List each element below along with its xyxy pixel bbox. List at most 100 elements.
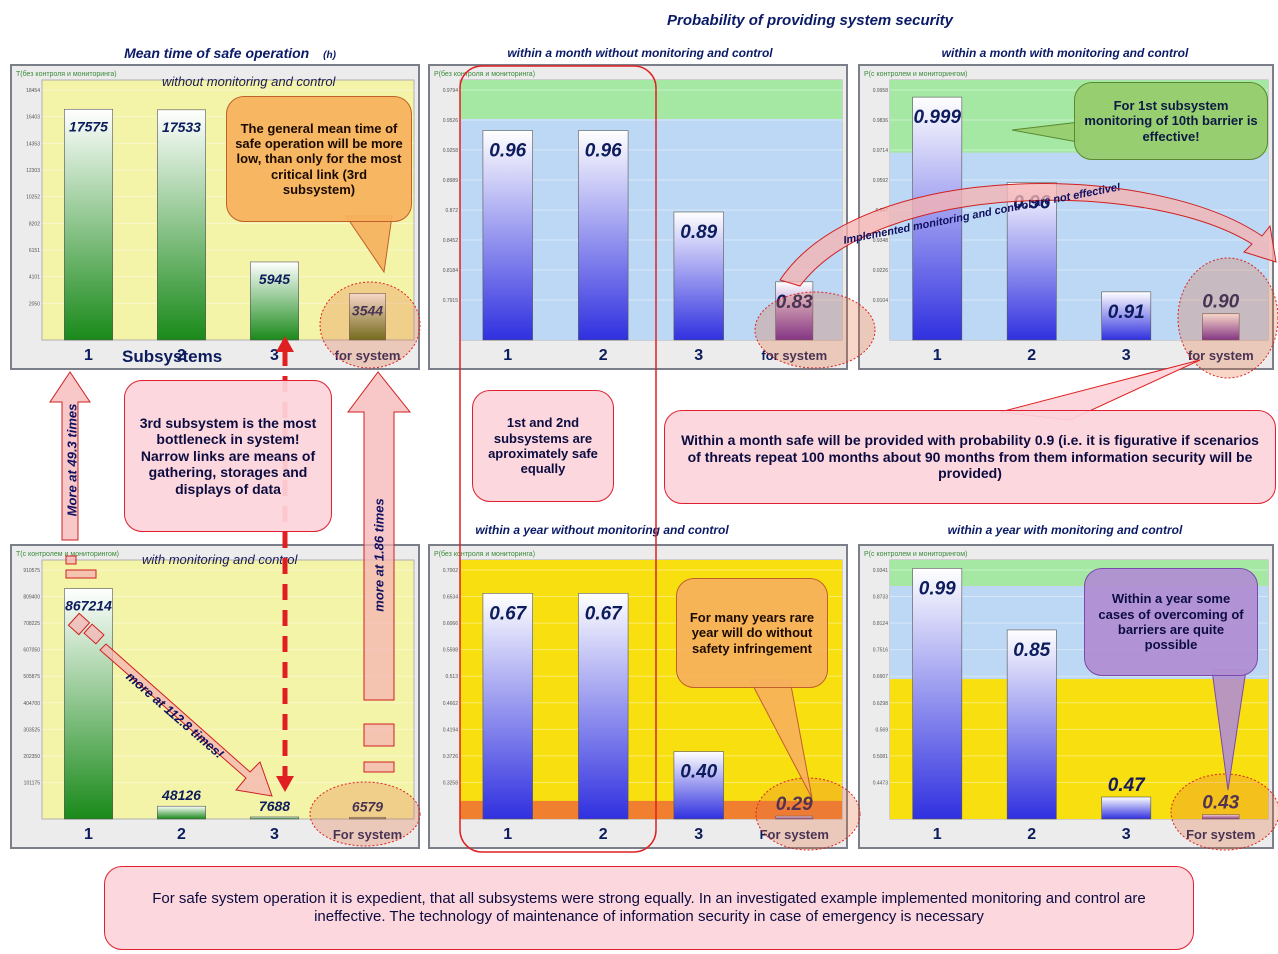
bar [482, 130, 533, 341]
data-label: 0.96 [489, 141, 526, 162]
bubble-general-mean: The general mean time of safe operation … [226, 96, 412, 222]
y-tick-label: 0.9526 [443, 118, 459, 124]
y-tick-label: 0.4662 [443, 701, 459, 707]
bar [349, 816, 386, 820]
category-label: for system [1188, 348, 1254, 363]
category-label: 3 [1122, 826, 1131, 843]
bar [912, 568, 963, 820]
y-tick-label: 0.5598 [443, 648, 459, 654]
data-label: 6579 [352, 798, 383, 814]
data-label: 0.999 [913, 107, 961, 128]
category-label: For system [760, 827, 829, 842]
category-label: 2 [1027, 347, 1036, 364]
subtitle-month-without: within a month without monitoring and co… [507, 46, 773, 60]
arrow-text-more-186: more at 1.86 times [371, 498, 387, 612]
chart-title: P(без контроля и мониторинга) [434, 70, 535, 78]
chart-svg: P(без контроля и мониторинга) 0.9794 0.952… [430, 66, 846, 368]
y-tick-label: 0.8452 [443, 238, 459, 244]
chart-caption: without monitoring and control [162, 74, 337, 89]
bubble-rare-year: For many years rare year will do without… [676, 578, 828, 688]
y-tick-label: 404700 [23, 701, 40, 707]
y-tick-label: 0.3258 [443, 780, 459, 786]
y-tick-label: 0.569 [875, 727, 888, 733]
data-label: 0.67 [585, 603, 623, 624]
y-tick-label: 8202 [29, 221, 40, 227]
chart-title: T(без контроля и мониторинга) [16, 70, 117, 78]
bar [157, 805, 206, 820]
mean-time-title: Mean time of safe operation (h) [60, 45, 400, 61]
y-tick-label: 6151 [29, 248, 40, 254]
y-tick-label: 809400 [23, 595, 40, 601]
category-label: 2 [1027, 826, 1036, 843]
y-tick-label: 0.9714 [873, 148, 889, 154]
bar [1101, 291, 1152, 341]
category-label: 3 [694, 826, 703, 843]
bubble-year-cases: Within a year some cases of overcoming o… [1084, 568, 1258, 676]
y-tick-label: 0.513 [445, 674, 458, 680]
category-label: For system [1186, 827, 1255, 842]
y-tick-label: 2050 [29, 301, 40, 307]
category-label: 1 [933, 347, 942, 364]
category-label: for system [335, 348, 401, 363]
y-tick-label: 0.9794 [443, 88, 459, 94]
y-tick-label: 0.947 [875, 208, 888, 214]
y-tick-label: 0.8124 [873, 621, 889, 627]
y-tick-label: 0.6534 [443, 595, 459, 601]
bar [775, 815, 814, 820]
data-label: 0.85 [1013, 640, 1050, 661]
data-label: 0.90 [1202, 292, 1239, 313]
chart-mean-time-with: T(с контролем и мониторингом) 910575 80940… [10, 544, 420, 849]
bar [1202, 814, 1240, 820]
y-tick-label: 708225 [23, 621, 40, 627]
category-label: 3 [694, 347, 703, 364]
bubble-conclusion: For safe system operation it is expedien… [104, 866, 1194, 950]
y-tick-label: 16403 [26, 115, 40, 121]
y-tick-label: 0.3726 [443, 754, 459, 760]
y-tick-label: 505875 [23, 674, 40, 680]
data-label: 867214 [65, 598, 112, 614]
y-tick-label: 910575 [23, 568, 40, 574]
bar [1101, 796, 1152, 820]
subtitle-month-with: within a month with monitoring and contr… [941, 46, 1189, 60]
category-label: 2 [177, 826, 186, 843]
bar [157, 109, 206, 341]
y-tick-label: 0.9341 [873, 568, 889, 574]
data-label: 17533 [162, 119, 201, 135]
category-label: for system [761, 348, 827, 363]
y-tick-label: 0.8989 [443, 178, 459, 184]
mean-time-unit: (h) [323, 50, 336, 61]
bar [64, 588, 113, 820]
data-label: 17575 [69, 118, 108, 134]
data-label: 0.99 [919, 578, 956, 599]
y-tick-label: 0.9836 [873, 118, 889, 124]
data-label: 0.89 [680, 222, 717, 243]
subsystems-label: Subsystems [122, 347, 222, 366]
bar [250, 816, 299, 820]
bar [250, 261, 299, 341]
chart-title: P(с контролем и мониторингом) [864, 71, 967, 78]
category-label: 3 [270, 347, 279, 364]
chart-caption: with monitoring and control [142, 552, 298, 567]
category-label: 3 [270, 826, 279, 843]
data-label: 0.47 [1108, 775, 1146, 796]
category-label: 1 [84, 347, 93, 364]
data-label: 48126 [161, 787, 201, 803]
data-label: 3544 [352, 302, 383, 318]
arrow-text-more-49: More at 49.3 times [64, 403, 80, 517]
y-tick-label: 10252 [26, 195, 40, 201]
data-label: 0.96 [585, 141, 622, 162]
y-tick-label: 4101 [29, 275, 40, 281]
y-tick-label: 0.7516 [873, 648, 889, 654]
category-label: 1 [84, 826, 93, 843]
chart-month-without: P(без контроля и мониторинга) 0.9794 0.952… [428, 64, 848, 370]
y-tick-label: 0.6298 [873, 701, 889, 707]
bubble-equal: 1st and 2nd subsystems are aproximately … [472, 390, 614, 502]
y-tick-label: 0.9592 [873, 178, 889, 184]
y-tick-label: 101175 [24, 780, 41, 786]
chart-svg: T(с контролем и мониторингом) 910575 80940… [12, 546, 418, 847]
y-tick-label: 18454 [26, 88, 40, 94]
category-label: 2 [177, 347, 186, 364]
bar [673, 751, 724, 820]
subtitle-year-with: within a year with monitoring and contro… [947, 523, 1183, 537]
chart-title: T(с контролем и мониторингом) [16, 551, 119, 558]
